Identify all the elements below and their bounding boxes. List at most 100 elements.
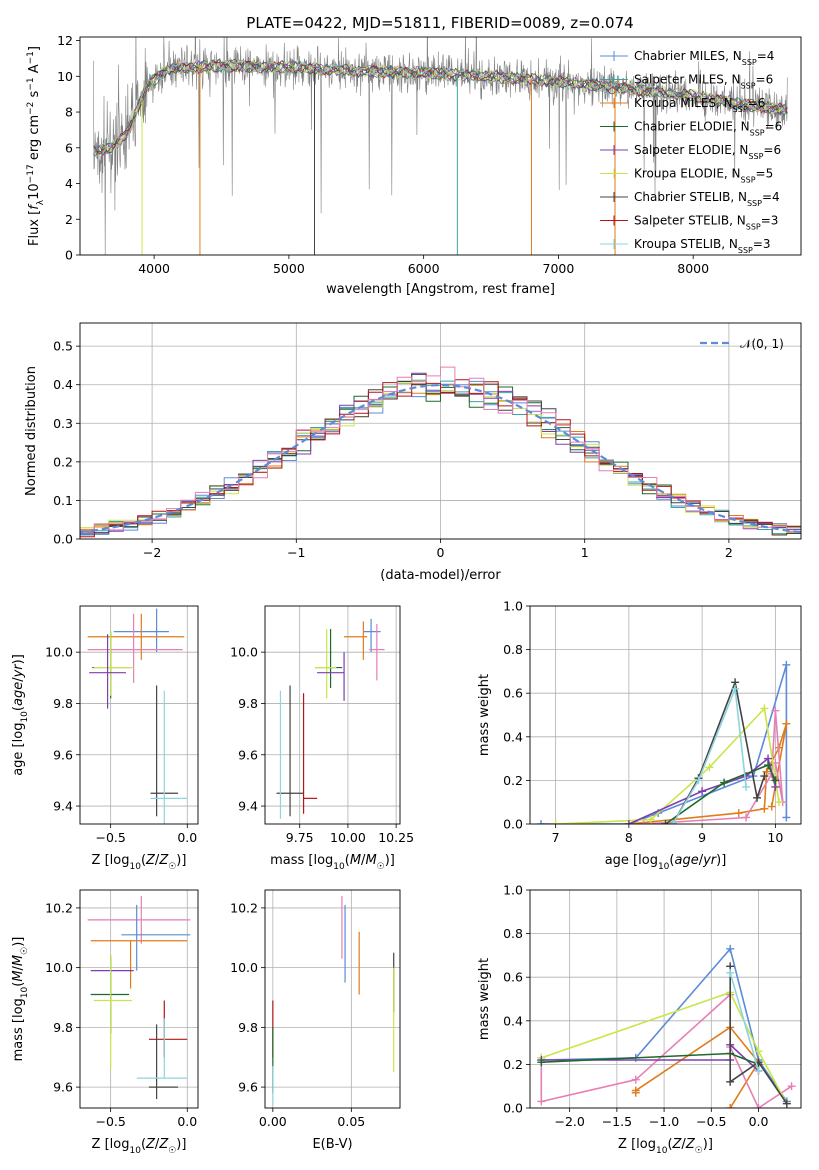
axes-frame bbox=[79, 605, 199, 825]
y-axis-label: mass [log10(M/M☉)] bbox=[11, 937, 30, 1062]
x-tick-label: −0.5 bbox=[95, 1114, 125, 1129]
y-tick-label: 1.0 bbox=[503, 883, 523, 898]
plot-area bbox=[537, 944, 796, 1108]
plot-area bbox=[93, 37, 788, 255]
y-axis-label: Normed distribution bbox=[24, 366, 39, 496]
panel-residuals: −2 −1 0 1 2 0.0 0.1 0.2 0.3 0.4 0.5 (data-model)/er… bbox=[24, 322, 802, 583]
x-axis-label: mass [log10(M/M☉)] bbox=[270, 853, 395, 872]
y-tick-label: 9.8 bbox=[238, 1020, 258, 1035]
x-tick-label: −1.0 bbox=[649, 1114, 679, 1129]
model-line bbox=[93, 58, 788, 154]
y-tick-label: 0.8 bbox=[503, 926, 523, 941]
x-tick-label: −2.0 bbox=[554, 1114, 584, 1129]
x-tick-label: 9 bbox=[698, 830, 706, 845]
legend-label: Salpeter ELODIE, NSSP=6 bbox=[634, 143, 781, 161]
plot-area bbox=[272, 895, 395, 1106]
axes-frame bbox=[79, 322, 802, 540]
x-tick-label: 2 bbox=[725, 545, 733, 560]
y-tick-label: 9.6 bbox=[238, 747, 258, 762]
x-axis-label: wavelength [Angstrom, rest frame] bbox=[326, 282, 555, 297]
x-tick-label: 1 bbox=[581, 545, 589, 560]
histogram-line bbox=[80, 379, 801, 539]
axes-frame bbox=[264, 605, 401, 825]
y-tick-label: 0.0 bbox=[503, 817, 523, 832]
y-tick-label: 10.2 bbox=[230, 900, 258, 915]
x-tick-label: 9.75 bbox=[286, 830, 314, 845]
histogram-line bbox=[80, 366, 801, 539]
axes-frame bbox=[79, 36, 802, 256]
x-tick-label: 10.00 bbox=[330, 830, 366, 845]
y-tick-label: 0.6 bbox=[503, 686, 523, 701]
weight-line bbox=[729, 972, 760, 1072]
x-tick-label: 0.00 bbox=[259, 1114, 287, 1129]
y-tick-label: 9.8 bbox=[53, 696, 73, 711]
legend-label: Kroupa MILES, NSSP=6 bbox=[634, 96, 765, 114]
x-axis-label: E(B-V) bbox=[312, 1137, 352, 1152]
weight-line bbox=[729, 966, 788, 1105]
y-tick-label: 0.4 bbox=[53, 377, 73, 392]
panel-mass_vs_Z: −0.5 0.0 9.6 9.8 10.0 10.2 Z [log10(Z/Z☉)] mass… bbox=[11, 889, 199, 1156]
y-tick-label: 0.4 bbox=[503, 1013, 523, 1028]
y-tick-label: 0.6 bbox=[503, 970, 523, 985]
y-tick-label: 10.0 bbox=[230, 960, 258, 975]
x-tick-label: −1.5 bbox=[602, 1114, 632, 1129]
x-tick-label: 8 bbox=[625, 830, 633, 845]
y-tick-label: 10.0 bbox=[45, 960, 73, 975]
model-line bbox=[93, 60, 788, 157]
x-tick-label: −0.5 bbox=[696, 1114, 726, 1129]
x-tick-label: 0.05 bbox=[337, 1114, 365, 1129]
y-tick-label: 0.1 bbox=[53, 493, 73, 508]
legend-label: Chabrier MILES, NSSP=4 bbox=[634, 49, 774, 67]
x-tick-label: 5000 bbox=[273, 261, 305, 276]
x-tick-label: 7000 bbox=[543, 261, 575, 276]
x-tick-label: −0.5 bbox=[95, 830, 125, 845]
legend-label: 𝒩(0, 1) bbox=[740, 337, 784, 351]
x-tick-label: −1 bbox=[287, 545, 305, 560]
panel-age_vs_Z: −0.5 0.0 9.4 9.6 9.8 10.0 Z [log10(Z/Z☉)] age [… bbox=[11, 605, 199, 872]
panel-age_vs_mass: 9.75 10.00 10.25 9.4 9.6 9.8 10.0 mass [log10(M… bbox=[230, 605, 414, 872]
x-tick-label: 10.25 bbox=[378, 830, 414, 845]
weight-line bbox=[672, 688, 747, 824]
weight-line bbox=[541, 664, 788, 824]
plot-area bbox=[87, 895, 191, 1100]
y-tick-label: 9.6 bbox=[53, 1080, 73, 1095]
y-tick-label: 0.0 bbox=[53, 532, 73, 547]
plot-area bbox=[276, 618, 385, 819]
panel-mass_vs_ebv: 0.00 0.05 9.6 9.8 10.0 10.2 E(B-V) bbox=[230, 889, 401, 1152]
axes-frame bbox=[79, 889, 199, 1109]
y-tick-label: 9.6 bbox=[238, 1080, 258, 1095]
y-tick-label: 0.0 bbox=[503, 1101, 523, 1116]
x-tick-label: 8000 bbox=[677, 261, 709, 276]
y-tick-label: 10.2 bbox=[45, 900, 73, 915]
y-tick-label: 10.0 bbox=[230, 645, 258, 660]
legend-label: Chabrier STELIB, NSSP=4 bbox=[634, 190, 780, 208]
x-axis-label: Z [log10(Z/Z☉)] bbox=[92, 853, 187, 872]
y-tick-label: 12 bbox=[57, 33, 73, 48]
y-tick-label: 9.4 bbox=[53, 799, 73, 814]
y-tick-label: 0.2 bbox=[503, 773, 523, 788]
axes-frame bbox=[264, 889, 401, 1109]
plot-layer: 4000 5000 6000 7000 8000024681012wavelength … bbox=[11, 33, 802, 1156]
plot-area bbox=[80, 366, 801, 539]
y-tick-label: 0.2 bbox=[503, 1057, 523, 1072]
plot-area bbox=[87, 608, 188, 824]
x-tick-label: 0.0 bbox=[177, 830, 197, 845]
weight-line bbox=[665, 764, 777, 824]
panel-weight_vs_Z: −2.0 −1.5 −1.0 −0.5 0.0 0.0 0.2 0.4 0.6 0.8 1.0 Z [… bbox=[477, 883, 802, 1156]
y-tick-label: 2 bbox=[65, 212, 73, 227]
y-tick-label: 10.0 bbox=[45, 645, 73, 660]
x-tick-label: 0.0 bbox=[177, 1114, 197, 1129]
x-tick-label: −2 bbox=[143, 545, 161, 560]
y-tick-label: 6 bbox=[65, 140, 73, 155]
axes-frame bbox=[529, 605, 802, 825]
y-tick-label: 9.6 bbox=[53, 747, 73, 762]
x-tick-label: 0.0 bbox=[749, 1114, 769, 1129]
y-tick-label: 9.4 bbox=[238, 799, 258, 814]
y-tick-label: 0.3 bbox=[53, 416, 73, 431]
plot-area bbox=[536, 660, 791, 824]
weight-line bbox=[643, 710, 784, 824]
legend-label: Salpeter MILES, NSSP=6 bbox=[634, 73, 773, 91]
y-tick-label: 0.5 bbox=[53, 339, 73, 354]
y-tick-label: 0 bbox=[65, 248, 73, 263]
panel-spectrum: 4000 5000 6000 7000 8000 0 2 4 6 8 10 12 wavelength … bbox=[26, 33, 802, 297]
